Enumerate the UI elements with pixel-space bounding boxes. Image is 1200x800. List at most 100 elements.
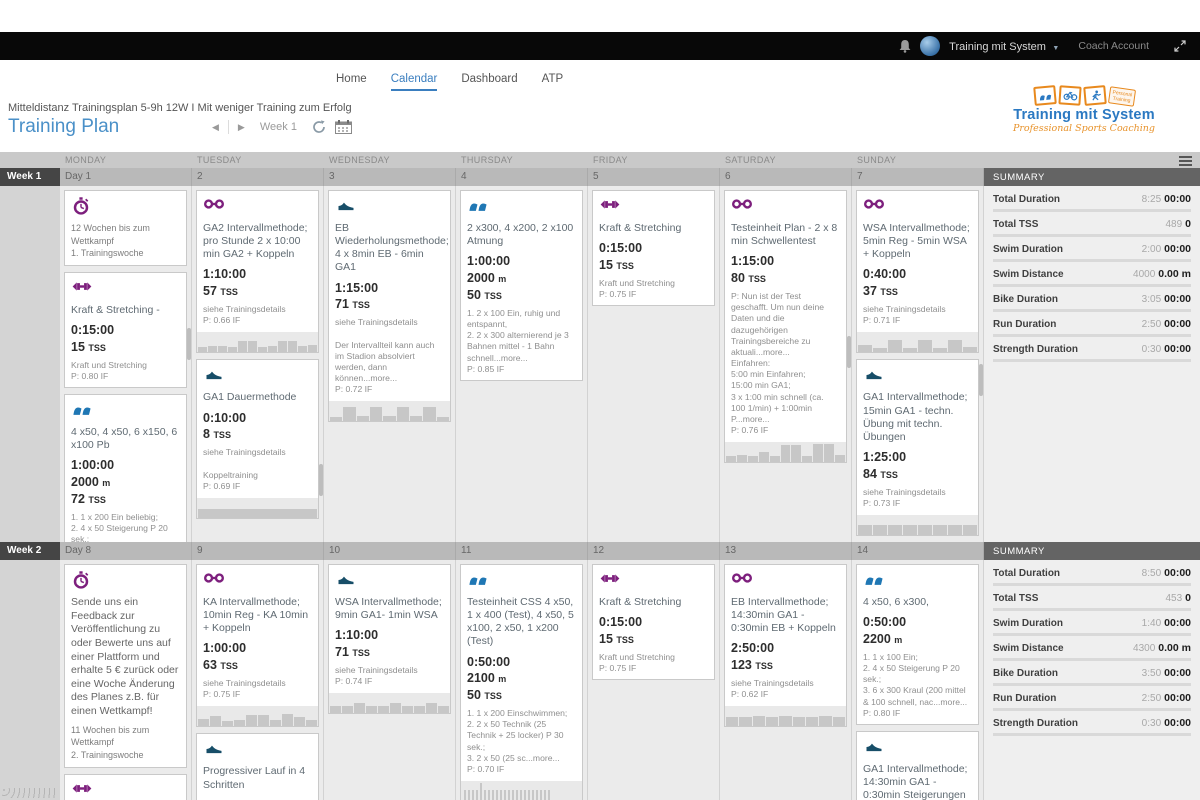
summary-values: 0:30 00:00	[1142, 717, 1191, 729]
workout-profile-chart	[857, 332, 978, 353]
previous-week-button[interactable]: ◀	[212, 121, 219, 132]
resize-grip[interactable]	[2, 788, 56, 798]
day-column: KA Intervallmethode; 10min Reg - KA 10mi…	[192, 560, 324, 800]
workout-title: Kraft & Stretching	[599, 596, 682, 608]
nav-calendar[interactable]: Calendar	[390, 73, 438, 91]
summary-progress-bar	[993, 658, 1191, 661]
chart-bar	[238, 341, 247, 353]
column-scrollbar[interactable]	[187, 328, 191, 361]
column-scrollbar[interactable]	[979, 364, 983, 396]
run-icon	[203, 740, 312, 759]
chart-bar	[354, 703, 365, 714]
workout-card[interactable]: EB Intervallmethode; 14:30min GA1 - 0:30…	[724, 564, 847, 728]
workout-card[interactable]: WSA Intervallmethode; 9min GA1- 1min WSA…	[328, 564, 451, 715]
chart-bar	[228, 347, 237, 353]
chart-bar	[198, 347, 207, 353]
summary-progress-bar	[993, 209, 1191, 212]
workout-card[interactable]: 2 x300, 4 x200, 2 x100 Atmung 1:00:00 2000…	[460, 190, 583, 381]
workout-card[interactable]: Testeinheit Plan - 2 x 8 min Schwellente…	[724, 190, 847, 464]
top-bar: Training mit System ▼ Coach Account	[0, 32, 1200, 60]
user-menu[interactable]: Training mit System ▼	[949, 37, 1059, 55]
workout-profile-chart	[329, 401, 450, 422]
workout-card[interactable]: 12 Wochen bis zum Wettkampf 1. Trainings…	[64, 190, 187, 266]
workout-card[interactable]: GA2 Intervallmethode; pro Stunde 2 x 10:…	[196, 190, 319, 354]
notifications-bell-icon[interactable]	[899, 39, 911, 53]
distance-unit: m	[894, 635, 903, 645]
chart-bar	[390, 703, 401, 714]
logo-run-icon	[1082, 85, 1107, 106]
workout-card[interactable]: Progressiver Lauf in 4 Schritten 0:20:00	[196, 733, 319, 800]
expand-icon[interactable]	[1174, 40, 1186, 52]
chart-bar	[824, 444, 835, 463]
column-scrollbar[interactable]	[319, 463, 323, 496]
workout-card[interactable]: 4 x50, 4 x50, 6 x150, 6 x100 Pb 1:00:00 20…	[64, 394, 187, 542]
summary-label: Bike Duration	[993, 294, 1059, 305]
workout-card[interactable]: Kraft & Stretching 0:15:00 15 TSS Kraft und…	[592, 190, 715, 307]
tss-unit: TSS	[213, 430, 231, 441]
day-column: 4 x50, 6 x300, 0:50:00 2200 m 1. 1 x 100 Ei…	[852, 560, 984, 800]
calendar-picker-icon[interactable]	[334, 120, 352, 134]
workout-tss: 15 TSS	[71, 339, 106, 354]
nav-dashboard[interactable]: Dashboard	[461, 73, 518, 85]
day-header: FRIDAY	[593, 155, 628, 165]
tss-unit: TSS	[755, 661, 773, 672]
summary-progress-bar	[993, 708, 1191, 711]
workout-card[interactable]: Kraft & Stretching 0:15:00 15 TSS Kraft und…	[592, 564, 715, 681]
summary-header: SUMMARY	[984, 542, 1200, 560]
menu-icon[interactable]	[1179, 156, 1192, 168]
chart-bar	[383, 416, 396, 422]
chart-bar	[476, 790, 478, 800]
workout-details: siehe Trainingsdetails Der Intervallteil…	[335, 317, 435, 395]
tss-unit: TSS	[880, 469, 898, 480]
workout-card[interactable]: 4 x50, 6 x300, 0:50:00 2200 m 1. 1 x 100 Ei…	[856, 564, 979, 725]
chart-bar	[496, 790, 498, 800]
workout-distance: 2000 m	[71, 475, 111, 490]
workout-card[interactable]: GA1 Intervallmethode; 15min GA1 - techn.…	[856, 359, 979, 537]
tss-unit: TSS	[616, 261, 634, 271]
workout-card[interactable]: EB Wiederholungsmethode; 4 x 8min EB - 6…	[328, 190, 451, 423]
workout-card[interactable]: Kraft & Stretching -0:15:00	[64, 773, 187, 800]
user-name: Training mit System	[949, 41, 1046, 53]
workout-card[interactable]: WSA Intervallmethode; 5min Reg - 5min WS…	[856, 190, 979, 354]
chart-bar	[414, 706, 425, 714]
chart-bar	[208, 346, 217, 353]
workout-card[interactable]: GA1 Dauermethode 0:10:00 8 TSS siehe Traini…	[196, 359, 319, 520]
chart-bar	[873, 348, 887, 353]
chart-bar	[488, 790, 490, 800]
coach-account-link[interactable]: Coach Account	[1078, 40, 1149, 52]
user-avatar[interactable]	[920, 36, 941, 56]
summary-row: Total TSS 489 0	[993, 218, 1191, 230]
nav-atp[interactable]: ATP	[541, 73, 564, 85]
workout-tss: 50 TSS	[467, 288, 502, 302]
workout-title: WSA Intervallmethode; 9min GA1- 1min WSA	[335, 596, 442, 622]
summary-actual-value: 00:00	[1164, 617, 1191, 629]
day-number: Day 8	[60, 542, 192, 560]
chart-bar	[343, 407, 356, 422]
refresh-icon[interactable]	[312, 120, 326, 134]
summary-actual-value: 00:00	[1164, 667, 1191, 679]
workout-card[interactable]: Testeinheit CSS 4 x50, 1 x 400 (Test), 4…	[460, 564, 583, 800]
tss-unit: TSS	[616, 635, 634, 645]
strength-icon	[71, 781, 180, 800]
workout-details: siehe Trainingsdetails P: 0.71 IF	[863, 304, 946, 326]
day-column: 2 x300, 4 x200, 2 x100 Atmung 1:00:00 2000…	[456, 186, 588, 542]
chart-bar	[888, 525, 902, 536]
chart-bar	[342, 706, 353, 714]
column-scrollbar[interactable]	[847, 335, 851, 368]
workout-title: Testeinheit CSS 4 x50, 1 x 400 (Test), 4…	[467, 596, 574, 648]
summary-planned-value: 2:00	[1141, 244, 1162, 255]
next-week-button[interactable]: ▶	[237, 121, 245, 132]
chart-bar	[948, 340, 962, 353]
summary-actual-value: 00:00	[1164, 567, 1191, 579]
nav-home[interactable]: Home	[336, 73, 367, 85]
day-column: Testeinheit CSS 4 x50, 1 x 400 (Test), 4…	[456, 560, 588, 800]
workout-card[interactable]: KA Intervallmethode; 10min Reg - KA 10mi…	[196, 564, 319, 728]
chart-bar	[903, 525, 917, 536]
workout-card[interactable]: Sende uns ein Feedback zur Veröffentlich…	[64, 564, 187, 768]
workout-card[interactable]: Kraft & Stretching - 0:15:00 15 TSS Kraft u…	[64, 271, 187, 388]
summary-planned-value: 2:50	[1141, 693, 1162, 704]
day-header: MONDAY	[65, 155, 107, 165]
summary-values: 453 0	[1165, 592, 1191, 604]
workout-card[interactable]: GA1 Intervallmethode; 14:30min GA1 - 0:3…	[856, 730, 979, 800]
chart-bar	[516, 790, 518, 800]
